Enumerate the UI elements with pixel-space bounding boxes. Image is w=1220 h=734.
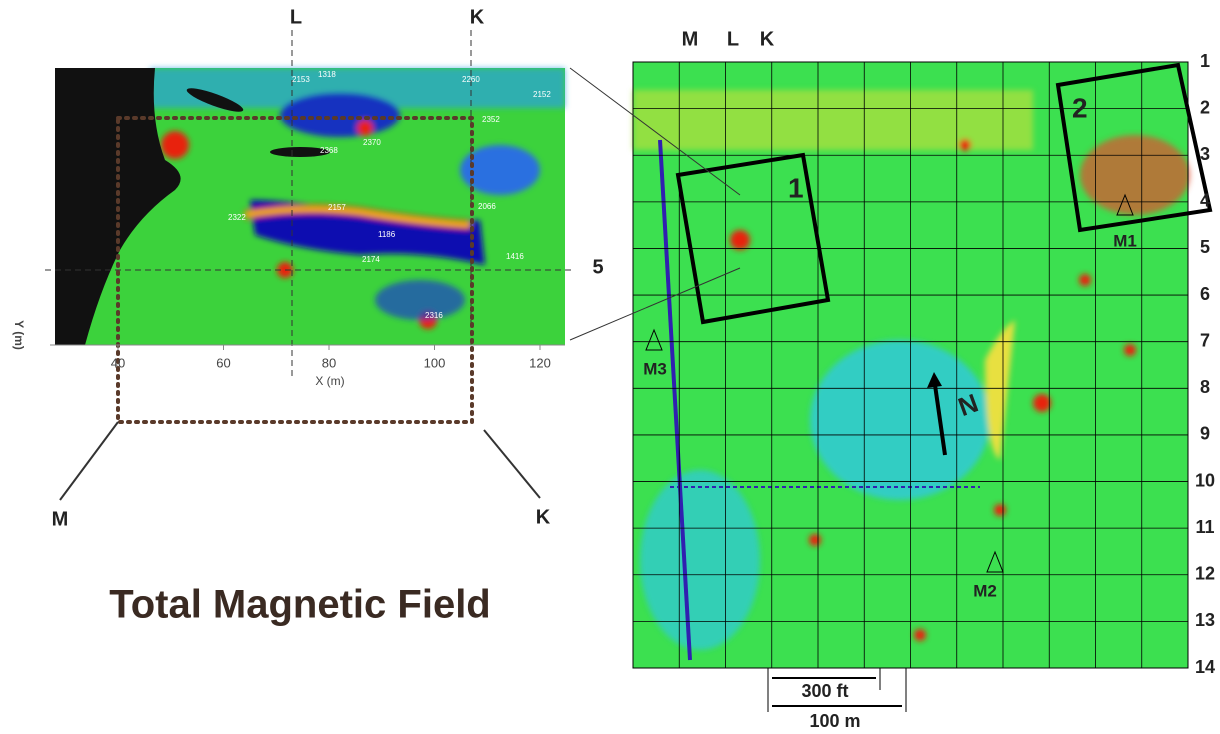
station-label: 2066 (478, 202, 496, 211)
x-tick-label: 120 (529, 355, 551, 370)
x-ticks: 40 60 80 100 120 (111, 345, 551, 370)
x-axis-label: X (m) (315, 374, 344, 388)
x-tick-label: 40 (111, 355, 125, 370)
section-label: 5 (592, 256, 603, 278)
connector (484, 430, 540, 498)
marker-label: M1 (1113, 231, 1137, 250)
column-label: L (727, 28, 739, 50)
y-axis-label: Y (m) (12, 320, 26, 350)
column-label: K (760, 28, 775, 50)
station-label: 2352 (482, 115, 500, 124)
row-label: 11 (1195, 517, 1214, 537)
station-label: 2322 (228, 213, 246, 222)
scale-label: 100 m (809, 711, 860, 731)
station-label: 2157 (328, 203, 346, 212)
title: Total Magnetic Field (109, 583, 491, 627)
column-label: M (682, 28, 699, 50)
row-label: 8 (1200, 377, 1210, 397)
row-label: 14 (1195, 657, 1215, 677)
section-label: M (52, 508, 69, 530)
row-label: 6 (1200, 284, 1210, 304)
right-map: 1 2 M1 M2 M3 N M L K 1234567891011121314… (633, 28, 1215, 730)
section-label: L (290, 6, 302, 28)
box-label: 1 (788, 172, 804, 203)
station-label: 2174 (362, 255, 380, 264)
station-label: 2368 (320, 146, 338, 155)
section-label: K (536, 506, 551, 528)
station-label: 2316 (425, 311, 443, 320)
x-tick-label: 60 (216, 355, 230, 370)
section-label: K (470, 6, 485, 28)
station-label: 1416 (506, 252, 524, 261)
x-tick-label: 80 (322, 355, 336, 370)
station-label: 1186 (378, 230, 396, 239)
box-label: 2 (1072, 92, 1088, 123)
row-label: 3 (1200, 144, 1210, 164)
row-label: 12 (1195, 564, 1215, 584)
scale-label: 300 ft (801, 681, 848, 701)
row-label: 4 (1200, 191, 1210, 211)
marker-label: M2 (973, 581, 997, 600)
station-label: 1318 (318, 70, 336, 79)
row-label: 5 (1200, 237, 1210, 257)
row-label: 2 (1200, 97, 1210, 117)
connector (60, 422, 118, 500)
x-tick-label: 100 (424, 355, 446, 370)
station-label: 2370 (363, 138, 381, 147)
station-label: 2153 (292, 75, 310, 84)
station-label: 2260 (462, 75, 480, 84)
marker-label: M3 (643, 359, 667, 378)
page: {"title": "Total Magnetic Field", "left_… (0, 0, 1220, 734)
station-label: 2152 (533, 90, 551, 99)
row-label: 1 (1200, 51, 1210, 71)
row-label: 13 (1195, 610, 1215, 630)
row-label: 7 (1200, 330, 1210, 350)
row-label: 10 (1195, 470, 1215, 490)
row-label: 9 (1200, 424, 1210, 444)
figure: 1 2 M1 M2 M3 N M L K 1234567891011121314… (0, 0, 1220, 734)
